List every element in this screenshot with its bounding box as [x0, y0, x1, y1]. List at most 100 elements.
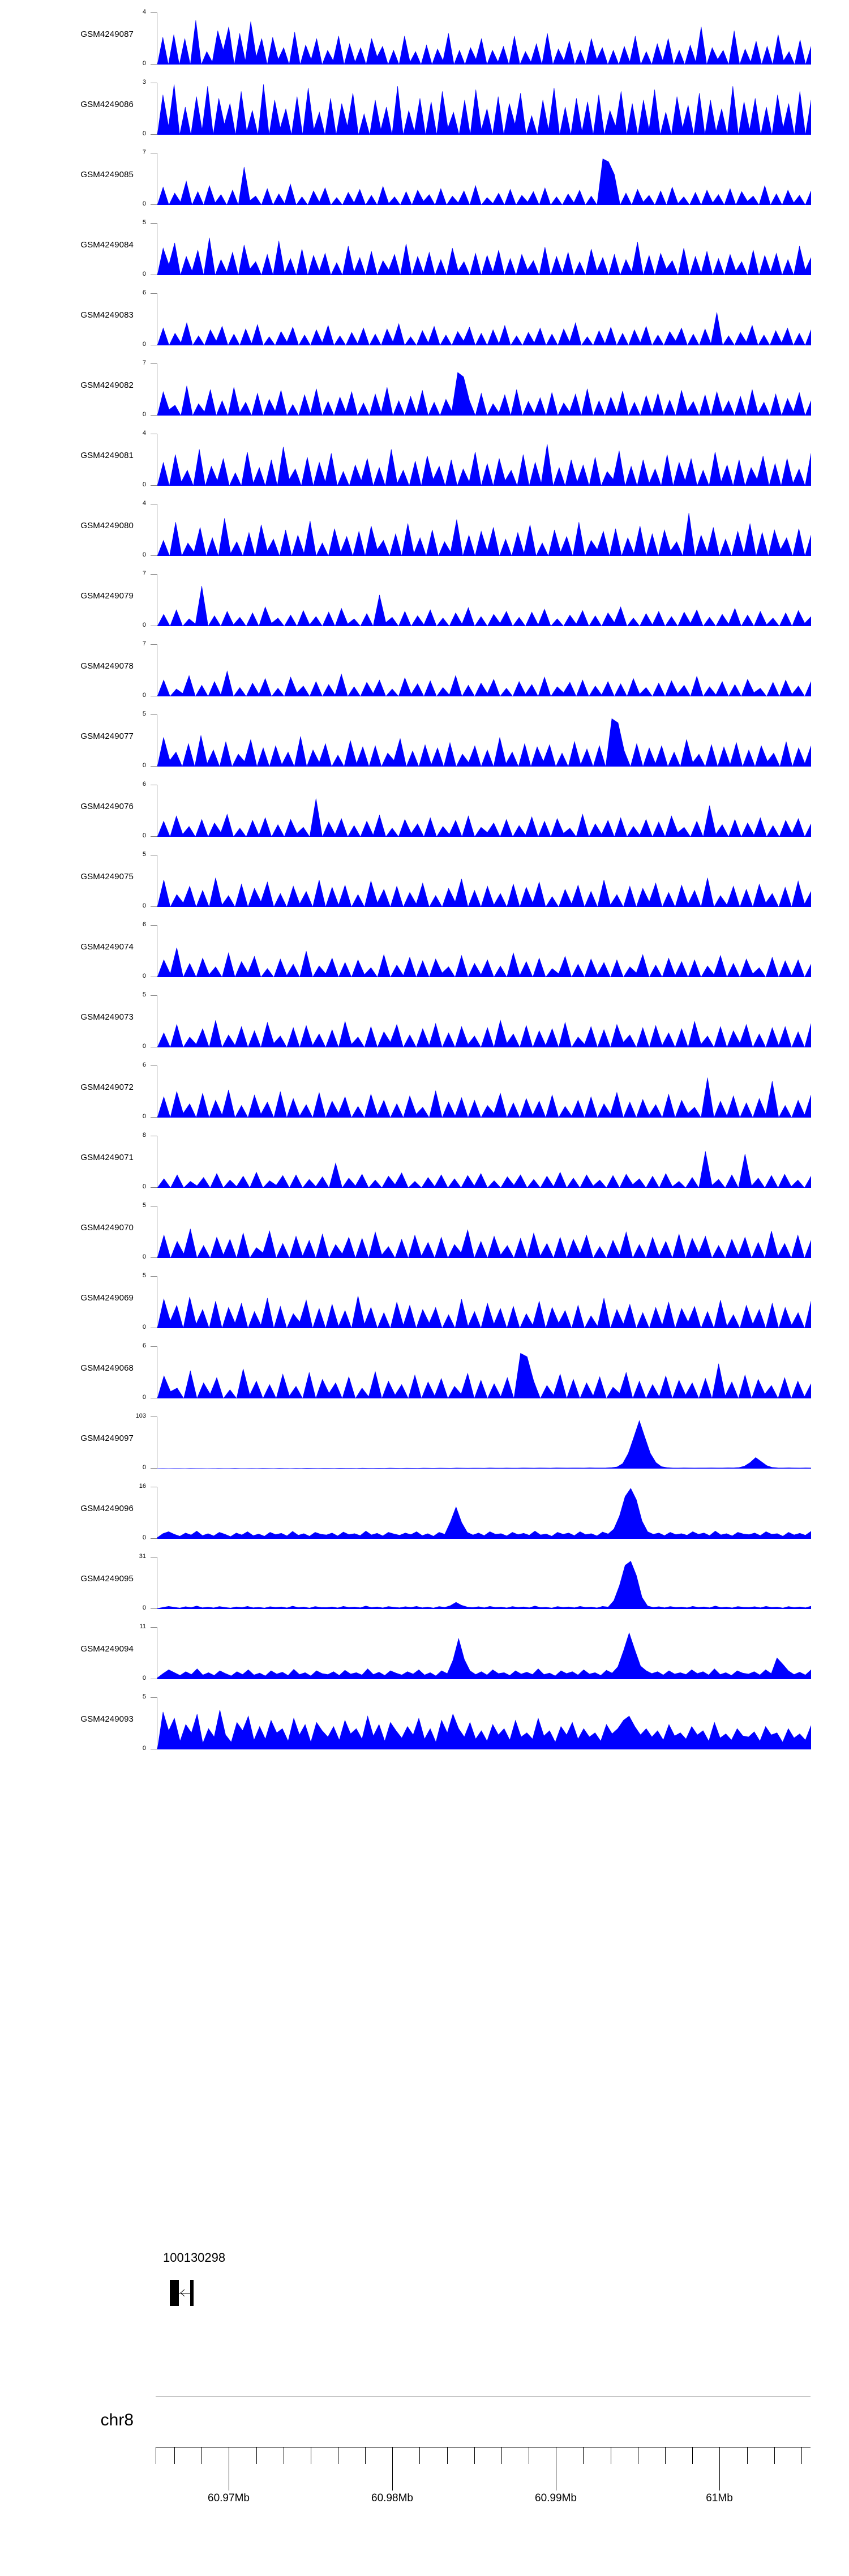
coverage-track[interactable]: GSM4249097 103 0 — [0, 1413, 849, 1471]
coverage-track[interactable]: GSM4249094 11 0 — [0, 1623, 849, 1681]
ruler-tick-label: 60.99Mb — [535, 2492, 577, 2504]
coverage-plot-area[interactable] — [157, 1276, 811, 1328]
track-label: GSM4249087 — [80, 29, 134, 39]
axis-tick-min — [151, 836, 157, 837]
axis-max-label: 6 — [142, 781, 146, 788]
coverage-plot-area[interactable] — [157, 434, 811, 486]
coverage-track[interactable]: GSM4249074 6 0 — [0, 921, 849, 979]
coverage-track[interactable]: GSM4249096 16 0 — [0, 1483, 849, 1541]
coverage-track[interactable]: GSM4249077 5 0 — [0, 711, 849, 769]
coverage-plot-area[interactable] — [157, 293, 811, 345]
axis-tick-min — [151, 1257, 157, 1258]
track-label: GSM4249078 — [80, 661, 134, 671]
track-label: GSM4249082 — [80, 380, 134, 390]
coverage-track[interactable]: GSM4249093 5 0 — [0, 1693, 849, 1752]
coverage-plot-area[interactable] — [157, 1136, 811, 1188]
coverage-plot-area[interactable] — [157, 925, 811, 977]
axis-min-label: 0 — [142, 1394, 146, 1401]
axis-tick-max — [151, 925, 157, 926]
coverage-plot-area[interactable] — [157, 153, 811, 205]
coverage-plot-area[interactable] — [157, 83, 811, 135]
coverage-track[interactable]: GSM4249076 6 0 — [0, 781, 849, 839]
coverage-track[interactable]: GSM4249079 7 0 — [0, 571, 849, 628]
coverage-track[interactable]: GSM4249069 5 0 — [0, 1273, 849, 1330]
axis-min-label: 0 — [142, 1604, 146, 1611]
coverage-track[interactable]: GSM4249075 5 0 — [0, 851, 849, 909]
coverage-plot-area[interactable] — [157, 223, 811, 275]
coverage-plot-area[interactable] — [157, 1346, 811, 1398]
axis-max-label: 11 — [139, 1623, 146, 1630]
axis-max-label: 6 — [142, 921, 146, 928]
coverage-plot-area[interactable] — [157, 1557, 811, 1609]
track-label: GSM4249086 — [80, 100, 134, 109]
axis-max-label: 5 — [142, 1693, 146, 1700]
axis-tick-max — [151, 12, 157, 13]
coverage-plot-area[interactable] — [157, 574, 811, 626]
coverage-plot-area[interactable] — [157, 1066, 811, 1118]
track-label: GSM4249083 — [80, 310, 134, 320]
axis-tick-max — [151, 293, 157, 294]
ruler-minor-tick — [501, 2447, 502, 2464]
axis-max-label: 5 — [142, 851, 146, 858]
coverage-track[interactable]: GSM4249073 5 0 — [0, 992, 849, 1050]
ruler-minor-tick — [692, 2447, 693, 2464]
coverage-track[interactable]: GSM4249071 8 0 — [0, 1132, 849, 1190]
track-label: GSM4249079 — [80, 591, 134, 601]
ruler-major-tick — [392, 2447, 393, 2491]
axis-max-label: 4 — [142, 500, 146, 507]
track-label: GSM4249075 — [80, 872, 134, 882]
coverage-plot-area[interactable] — [157, 1206, 811, 1258]
axis-min-label: 0 — [142, 271, 146, 277]
coverage-plot-area[interactable] — [157, 1627, 811, 1679]
axis-max-label: 7 — [142, 640, 146, 647]
coverage-plot-area[interactable] — [157, 714, 811, 767]
gene-exon-1[interactable] — [170, 2280, 179, 2306]
ruler-tick-label: 60.98Mb — [371, 2492, 413, 2504]
axis-tick-max — [151, 714, 157, 715]
coverage-track[interactable]: GSM4249095 31 0 — [0, 1554, 849, 1611]
axis-max-label: 16 — [139, 1483, 146, 1490]
axis-min-label: 0 — [142, 1675, 146, 1681]
axis-min-label: 0 — [142, 1183, 146, 1190]
axis-min-label: 0 — [142, 832, 146, 839]
axis-max-label: 4 — [142, 8, 146, 15]
coverage-track[interactable]: GSM4249068 6 0 — [0, 1343, 849, 1401]
coverage-track[interactable]: GSM4249082 7 0 — [0, 360, 849, 418]
axis-tick-max — [151, 1697, 157, 1698]
axis-tick-max — [151, 1346, 157, 1347]
track-label: GSM4249080 — [80, 521, 134, 530]
coverage-plot-area[interactable] — [157, 1487, 811, 1539]
gene-exon-2[interactable] — [190, 2280, 194, 2306]
track-label: GSM4249095 — [80, 1574, 134, 1584]
coverage-plot-area[interactable] — [157, 12, 811, 65]
track-label: GSM4249074 — [80, 942, 134, 952]
coverage-track[interactable]: GSM4249078 7 0 — [0, 640, 849, 699]
coverage-track[interactable]: GSM4249070 5 0 — [0, 1203, 849, 1260]
coverage-plot-area[interactable] — [157, 363, 811, 416]
coverage-track[interactable]: GSM4249080 4 0 — [0, 500, 849, 558]
coverage-plot-area[interactable] — [157, 644, 811, 696]
axis-max-label: 5 — [142, 711, 146, 717]
axis-tick-min — [151, 1538, 157, 1539]
coverage-plot-area[interactable] — [157, 995, 811, 1047]
track-label: GSM4249085 — [80, 170, 134, 179]
coverage-plot-area[interactable] — [157, 1417, 811, 1469]
chromosome-label: chr8 — [100, 2411, 134, 2429]
axis-min-label: 0 — [142, 622, 146, 628]
coverage-track[interactable]: GSM4249087 4 0 — [0, 8, 849, 67]
axis-min-label: 0 — [142, 60, 146, 67]
coverage-track[interactable]: GSM4249083 6 0 — [0, 290, 849, 348]
coverage-plot-area[interactable] — [157, 785, 811, 837]
coverage-track[interactable]: GSM4249086 3 0 — [0, 79, 849, 137]
track-label: GSM4249081 — [80, 451, 134, 460]
track-label: GSM4249084 — [80, 240, 134, 250]
coverage-track[interactable]: GSM4249081 4 0 — [0, 430, 849, 488]
axis-tick-max — [151, 1627, 157, 1628]
coverage-track[interactable]: GSM4249072 6 0 — [0, 1062, 849, 1120]
coverage-plot-area[interactable] — [157, 504, 811, 556]
coverage-track[interactable]: GSM4249085 7 0 — [0, 149, 849, 207]
coverage-plot-area[interactable] — [157, 855, 811, 907]
coverage-plot-area[interactable] — [157, 1697, 811, 1749]
axis-min-label: 0 — [142, 1464, 146, 1471]
coverage-track[interactable]: GSM4249084 5 0 — [0, 220, 849, 277]
